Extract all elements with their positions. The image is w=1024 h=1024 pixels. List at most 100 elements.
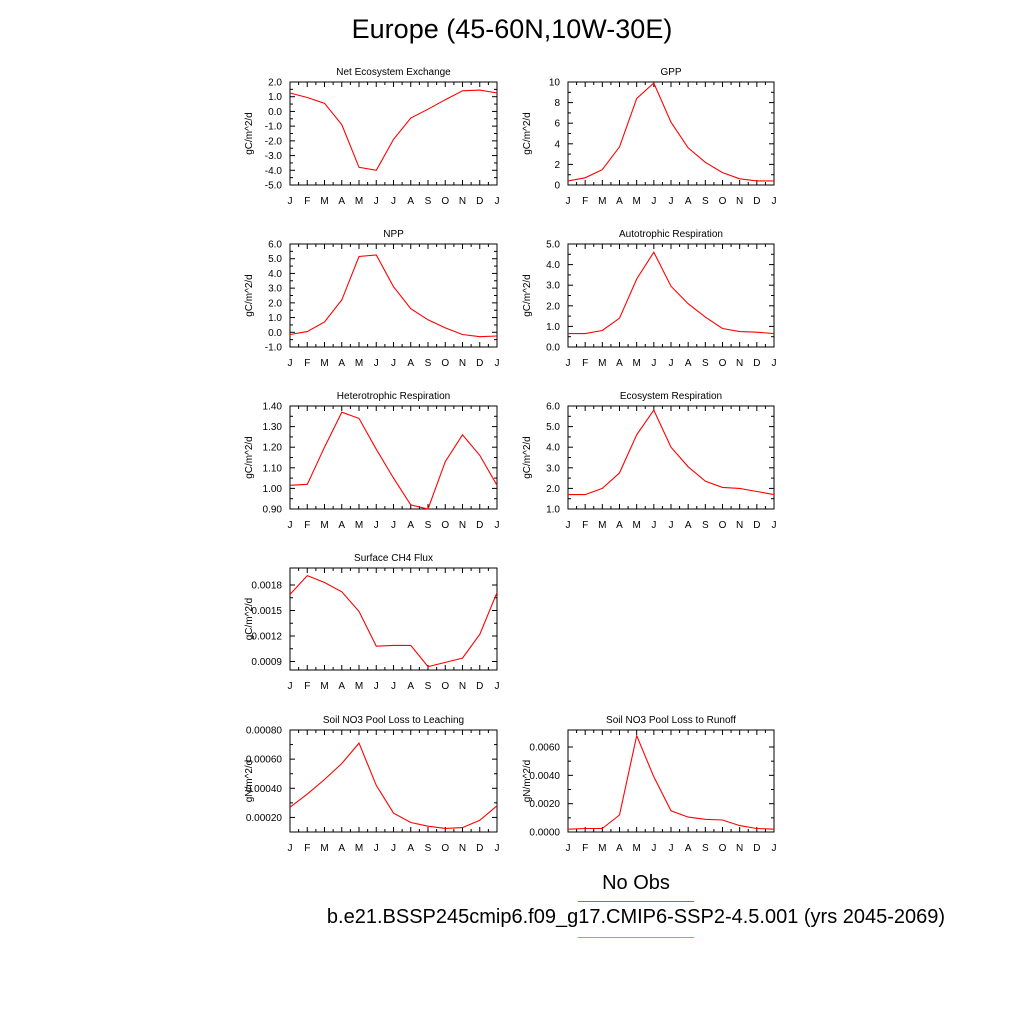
x-tick-label: F: [304, 196, 310, 207]
y-tick-label: 0.00080: [246, 726, 283, 737]
x-tick-label: J: [669, 520, 674, 531]
x-tick-label: J: [374, 843, 379, 854]
y-tick-label: -1.0: [265, 343, 283, 354]
x-tick-label: F: [304, 843, 310, 854]
x-tick-label: S: [425, 520, 432, 531]
y-tick-label: 2: [554, 160, 560, 171]
series-line: [289, 254, 498, 338]
x-tick-label: A: [407, 843, 414, 854]
panel-title: Soil NO3 Pool Loss to Runoff: [606, 715, 736, 726]
x-tick-label: A: [685, 196, 692, 207]
y-tick-label: 0.00060: [246, 755, 283, 766]
x-tick-label: M: [355, 520, 363, 531]
y-axis-label: gN/m^2/d: [522, 760, 533, 803]
x-tick-label: F: [304, 520, 310, 531]
y-axis-label: gC/m^2/d: [522, 436, 533, 479]
y-tick-label: 2.0: [268, 298, 282, 309]
y-tick-label: -5.0: [265, 181, 283, 192]
x-tick-label: J: [566, 196, 571, 207]
series-line: [289, 574, 498, 668]
y-tick-label: 10: [549, 78, 561, 89]
y-tick-label: 0.0040: [529, 771, 560, 782]
y-tick-label: 2.0: [546, 484, 560, 495]
x-tick-label: J: [288, 520, 293, 531]
panel-title: Heterotrophic Respiration: [337, 391, 450, 402]
y-tick-label: 5.0: [546, 422, 560, 433]
x-tick-label: A: [685, 520, 692, 531]
x-tick-label: N: [736, 843, 743, 854]
x-tick-label: D: [476, 843, 483, 854]
x-tick-label: J: [495, 681, 500, 692]
x-tick-label: A: [338, 520, 345, 531]
x-tick-label: S: [425, 843, 432, 854]
x-tick-label: S: [425, 681, 432, 692]
x-tick-label: D: [753, 843, 760, 854]
x-tick-label: F: [582, 843, 588, 854]
panel-title: Net Ecosystem Exchange: [336, 67, 451, 78]
panel-title: Surface CH4 Flux: [354, 553, 433, 564]
y-tick-label: -1.0: [265, 122, 283, 133]
series-line: [567, 82, 774, 182]
y-tick-label: 0.0060: [529, 743, 560, 754]
x-tick-label: M: [632, 196, 640, 207]
x-tick-label: J: [391, 843, 396, 854]
y-tick-label: 0.0009: [251, 657, 282, 668]
x-tick-label: O: [719, 358, 727, 369]
x-tick-label: O: [719, 196, 727, 207]
series-line: [289, 411, 498, 510]
plot-frame: [567, 405, 775, 510]
x-tick-label: M: [355, 196, 363, 207]
x-tick-label: O: [441, 358, 449, 369]
x-tick-label: A: [685, 358, 692, 369]
y-axis-label: gC/m^2/d: [522, 112, 533, 155]
plot-frame: [289, 243, 498, 348]
x-tick-label: O: [441, 681, 449, 692]
x-tick-label: F: [582, 196, 588, 207]
x-tick-label: J: [772, 196, 777, 207]
y-axis-label: gC/m^2/d: [244, 436, 255, 479]
x-tick-label: M: [320, 681, 328, 692]
x-tick-label: M: [355, 681, 363, 692]
panel-title: GPP: [660, 67, 681, 78]
y-tick-label: 0.0018: [251, 581, 282, 592]
series-line: [568, 408, 775, 496]
x-tick-label: J: [669, 843, 674, 854]
legend-obs-line: [578, 901, 694, 902]
x-tick-label: N: [736, 520, 743, 531]
x-tick-label: D: [753, 196, 760, 207]
x-tick-label: M: [598, 358, 606, 369]
plot-frame: [567, 729, 775, 833]
x-tick-label: N: [459, 358, 466, 369]
x-tick-label: O: [441, 843, 449, 854]
x-tick-label: A: [407, 681, 414, 692]
x-tick-label: J: [391, 358, 396, 369]
x-tick-label: M: [598, 843, 606, 854]
x-tick-label: M: [598, 520, 606, 531]
x-tick-label: D: [476, 681, 483, 692]
y-axis-label: gC/m^2/d: [244, 274, 255, 317]
panel-title: Autotrophic Respiration: [619, 229, 723, 240]
x-tick-label: D: [476, 196, 483, 207]
x-tick-label: M: [355, 358, 363, 369]
y-axis-label: gC/m^2/d: [244, 112, 255, 155]
x-tick-label: O: [719, 520, 727, 531]
y-tick-label: 1.10: [263, 463, 283, 474]
panel-title: NPP: [383, 229, 404, 240]
x-tick-label: S: [702, 358, 709, 369]
x-tick-label: J: [651, 196, 656, 207]
y-tick-label: 8: [554, 98, 560, 109]
x-tick-label: A: [616, 196, 623, 207]
page-title: Europe (45-60N,10W-30E): [351, 14, 673, 44]
y-tick-label: 1.0: [546, 322, 560, 333]
x-tick-label: N: [459, 520, 466, 531]
x-tick-label: D: [753, 358, 760, 369]
y-axis-label: gN/m^2/d: [244, 760, 255, 803]
x-tick-label: A: [616, 520, 623, 531]
x-tick-label: J: [374, 358, 379, 369]
y-tick-label: 4.0: [268, 269, 282, 280]
series-line: [568, 251, 775, 335]
y-tick-label: -4.0: [265, 166, 283, 177]
x-tick-label: J: [669, 358, 674, 369]
